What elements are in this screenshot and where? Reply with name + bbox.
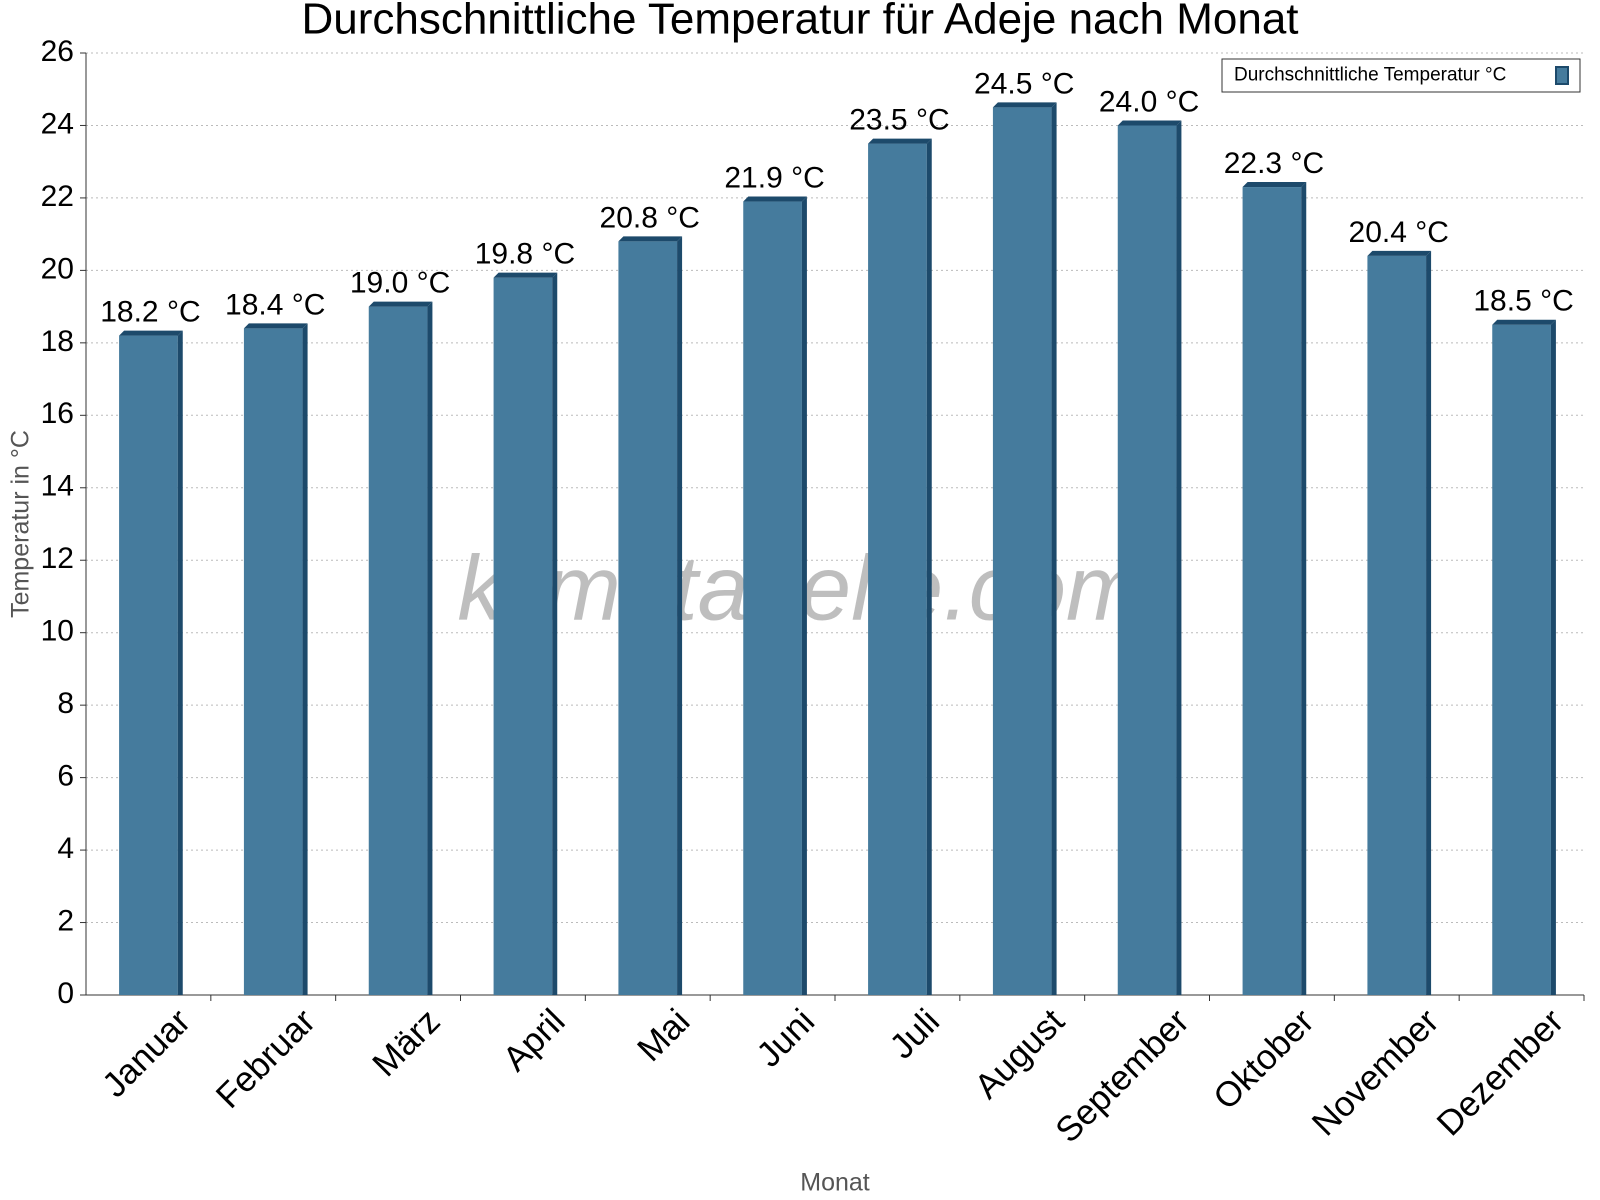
bar [243, 323, 308, 995]
value-label: 20.8 °C [600, 201, 700, 234]
bar-top [618, 236, 683, 242]
x-tick-label: März [365, 1002, 448, 1085]
bar [493, 272, 558, 996]
x-tick-label: Januar [95, 1001, 198, 1104]
value-label: 24.5 °C [974, 67, 1074, 100]
bar [743, 196, 807, 996]
x-axis-title: Monat [800, 1169, 870, 1197]
x-tick-label: September [1048, 1001, 1197, 1150]
legend-box [1221, 58, 1581, 93]
bar-top [1492, 319, 1556, 325]
x-tick-label: Mai [630, 1002, 697, 1069]
bar-face [493, 277, 553, 996]
bar-face [1242, 187, 1302, 996]
bar-face [243, 328, 303, 995]
value-label: 18.5 °C [1473, 285, 1573, 318]
bar-face [1492, 324, 1551, 995]
bar-top [243, 323, 308, 329]
bar-side [1550, 319, 1556, 995]
bar-side [801, 196, 807, 996]
bar-top [493, 272, 558, 278]
bar-side [677, 236, 683, 995]
bar-side [926, 138, 932, 996]
value-label: 18.4 °C [225, 288, 325, 321]
chart-title: Durchschnittliche Temperatur für Adeje n… [301, 0, 1298, 44]
x-tick-label: Dezember [1429, 1001, 1571, 1143]
y-tick-label: 24 [41, 107, 74, 140]
bar-side [552, 272, 558, 996]
legend-swatch [1555, 66, 1569, 85]
bar [868, 138, 932, 996]
y-tick-label: 12 [41, 542, 74, 575]
bar-side [1051, 102, 1057, 996]
x-tick-label: April [495, 1002, 572, 1079]
y-tick-label: 10 [41, 615, 74, 648]
y-tick-label: 18 [41, 325, 74, 358]
x-tick-label: August [967, 1001, 1072, 1106]
y-tick-label: 14 [41, 470, 74, 503]
x-tick-label: Juni [749, 1002, 822, 1075]
y-tick-label: 2 [57, 904, 74, 937]
bar-face [119, 335, 178, 996]
bar-face [743, 201, 802, 996]
x-tick-label: November [1305, 1001, 1447, 1143]
x-tick-label: Oktober [1206, 1001, 1322, 1117]
bar-side [302, 323, 308, 995]
value-label: 21.9 °C [724, 161, 824, 194]
bar-side [1176, 120, 1182, 995]
bar-top [743, 196, 807, 202]
legend-label: Durchschnittliche Temperatur °C [1234, 65, 1506, 86]
y-tick-label: 4 [57, 832, 74, 865]
bar-side [177, 330, 183, 996]
bar-face [868, 143, 927, 996]
bar-top [992, 102, 1057, 108]
bar-side [1426, 250, 1432, 995]
bar-top [1367, 250, 1432, 256]
bar [1367, 250, 1432, 995]
value-label: 20.4 °C [1349, 216, 1449, 249]
value-label: 24.0 °C [1099, 85, 1199, 118]
bar [1242, 182, 1307, 996]
bar [1117, 120, 1182, 995]
bar-side [1301, 182, 1307, 996]
bar [1492, 319, 1556, 995]
bar [992, 102, 1057, 996]
bar-top [119, 330, 183, 336]
value-label: 23.5 °C [849, 103, 949, 136]
bar-top [868, 138, 932, 144]
y-tick-label: 6 [57, 760, 74, 793]
bar-face [1367, 255, 1427, 995]
bar-top [368, 301, 433, 307]
y-tick-label: 22 [41, 180, 74, 213]
y-tick-label: 26 [41, 35, 74, 68]
value-label: 19.8 °C [475, 238, 575, 271]
legend: Durchschnittliche Temperatur °C [1221, 58, 1581, 93]
y-tick-label: 20 [41, 252, 74, 285]
x-tick-label: Februar [209, 1001, 323, 1115]
y-tick-label: 0 [57, 977, 74, 1010]
y-tick-label: 8 [57, 687, 74, 720]
bar-top [1242, 182, 1307, 188]
value-label: 22.3 °C [1224, 147, 1324, 180]
bar-top [1117, 120, 1182, 126]
bar-face [992, 107, 1052, 996]
y-tick-label: 16 [41, 397, 74, 430]
bar [618, 236, 683, 995]
y-axis-title: Temperatur in °C [7, 430, 35, 618]
bar-face [618, 241, 678, 995]
value-label: 18.2 °C [100, 296, 200, 329]
bar [368, 301, 433, 996]
bar-face [1117, 125, 1177, 995]
bar-side [427, 301, 433, 996]
bar-face [368, 306, 428, 996]
bar [119, 330, 183, 996]
value-label: 19.0 °C [350, 267, 450, 300]
x-tick-label: Juli [882, 1002, 947, 1067]
